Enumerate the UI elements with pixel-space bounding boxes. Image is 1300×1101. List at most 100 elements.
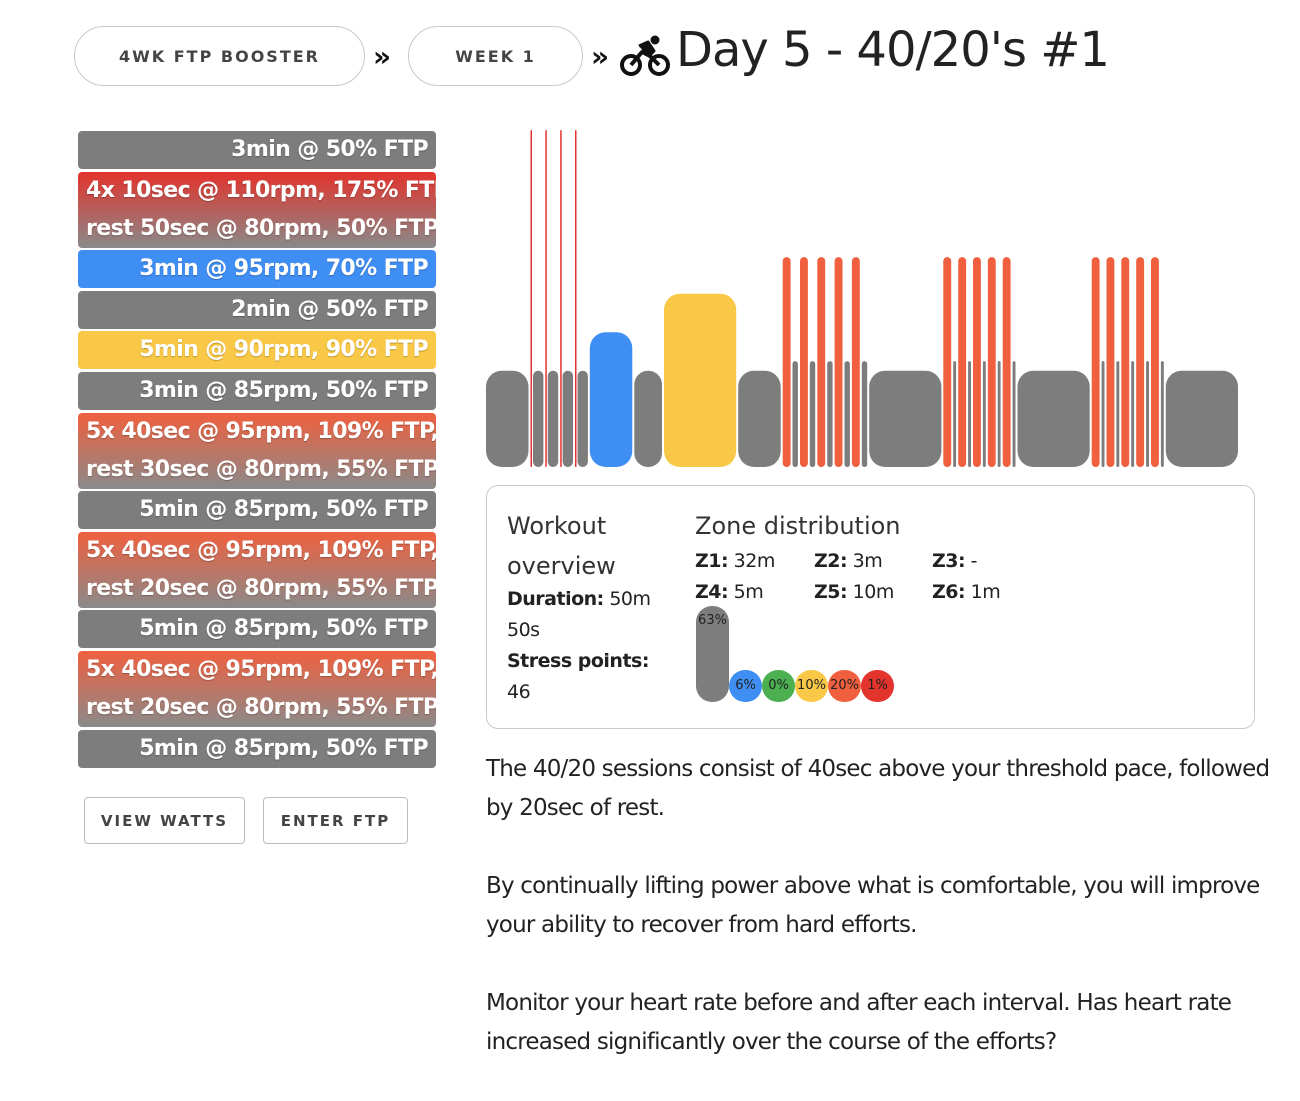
description-paragraph: The 40/20 sessions consist of 40sec abov…	[486, 756, 1270, 821]
workout-step: 5x 40sec @ 95rpm, 109% FTP, rest 20sec @ …	[78, 650, 436, 727]
interval-bar	[869, 370, 942, 467]
description-paragraph: Monitor your heart rate before and after…	[486, 990, 1232, 1055]
stress-points-label: Stress points:	[507, 650, 649, 672]
interval-bar	[1017, 370, 1090, 467]
interval-bar	[738, 370, 781, 467]
interval-bar	[973, 257, 981, 467]
page-title: Day 5 - 40/20's #1	[676, 22, 1110, 78]
zone-distribution-title: Zone distribution	[695, 512, 901, 540]
interval-bar	[817, 257, 826, 467]
interval-bar	[547, 370, 559, 467]
interval-bar	[827, 361, 833, 467]
breadcrumb-separator: »	[591, 40, 610, 73]
interval-bar	[1002, 257, 1011, 467]
workout-step: 5min @ 85rpm, 50% FTP	[78, 491, 436, 530]
workout-overview-card: Workout overview Duration: 50m 50s Stres…	[486, 485, 1255, 729]
interval-bar	[844, 361, 850, 467]
workout-step-text: rest 30sec @ 80rpm, 55% FTP	[86, 456, 436, 482]
bicycle-rider-icon	[620, 35, 670, 76]
interval-bar	[987, 257, 996, 467]
zone-time-2: Z2: 3m	[814, 550, 883, 572]
workout-step: 3min @ 50% FTP	[78, 131, 436, 169]
interval-bar	[560, 130, 562, 467]
zone-label: Z4:	[695, 581, 729, 603]
workout-step: 5min @ 90rpm, 90% FTP	[78, 331, 436, 370]
zone-value: 3m	[852, 550, 883, 572]
workout-step-text: 5min @ 90rpm, 90% FTP	[139, 337, 428, 363]
interval-bar	[1106, 257, 1115, 467]
interval-bar	[800, 257, 808, 467]
zone-value: -	[970, 550, 978, 572]
interval-bar	[486, 370, 529, 467]
workout-step-text: rest 20sec @ 80rpm, 55% FTP	[86, 575, 436, 601]
zone-percent-bar: 0%	[762, 670, 795, 702]
interval-bar	[943, 257, 952, 467]
interval-bar	[809, 361, 816, 467]
breadcrumb-separator: »	[373, 40, 392, 73]
workout-step-text: 5min @ 85rpm, 50% FTP	[139, 616, 428, 642]
interval-bar	[1151, 257, 1159, 467]
zone-label: Z1:	[695, 550, 729, 572]
zone-percent-bar: 63%	[696, 606, 729, 702]
interval-bar	[1131, 361, 1135, 467]
interval-bar	[982, 361, 986, 467]
interval-bar	[1116, 361, 1120, 467]
workout-description: The 40/20 sessions consist of 40sec abov…	[486, 750, 1276, 1101]
zone-label: Z5:	[814, 581, 848, 603]
zone-time-3: Z3: -	[932, 550, 978, 572]
interval-bar	[953, 361, 957, 467]
zone-label: Z3:	[932, 550, 966, 572]
stress-points-value: 46	[507, 681, 531, 703]
workout-step-text: 4x 10sec @ 110rpm, 175% FTP,	[86, 177, 436, 203]
workout-step-text: 3min @ 95rpm, 70% FTP	[139, 256, 428, 282]
zone-value: 32m	[733, 550, 776, 572]
interval-bar	[1091, 257, 1100, 467]
workout-steps-list: 3min @ 50% FTP 4x 10sec @ 110rpm, 175% FT…	[78, 131, 436, 770]
zone-percent-bar: 20%	[828, 670, 861, 702]
zone-percent-bar: 6%	[729, 670, 762, 702]
workout-step: 5min @ 85rpm, 50% FTP	[78, 610, 436, 649]
zone-time-1: Z1: 32m	[695, 550, 775, 572]
workout-profile-chart	[486, 130, 1238, 467]
workout-step-text: 5x 40sec @ 95rpm, 109% FTP,	[86, 656, 436, 682]
interval-bar	[792, 361, 798, 467]
zone-label: Z6:	[932, 581, 966, 603]
interval-bar	[589, 332, 633, 467]
view-watts-button[interactable]: VIEW WATTS	[84, 797, 245, 844]
interval-bar	[1136, 257, 1145, 467]
zone-label: Z2:	[814, 550, 848, 572]
interval-bar	[664, 293, 737, 467]
interval-bar	[1160, 361, 1164, 467]
breadcrumb-plan-button[interactable]: 4WK FTP BOOSTER	[74, 26, 365, 86]
workout-step-text: 2min @ 50% FTP	[231, 296, 428, 322]
workout-step: 3min @ 95rpm, 70% FTP	[78, 250, 436, 289]
duration-value: 50m 50s	[507, 588, 651, 641]
zone-value: 5m	[733, 581, 764, 603]
interval-bar	[997, 361, 1001, 467]
interval-bar	[1165, 370, 1238, 467]
interval-bar	[530, 130, 532, 467]
overview-title: Workout overview	[507, 512, 616, 580]
workout-step: 4x 10sec @ 110rpm, 175% FTP, rest 50sec @…	[78, 171, 436, 248]
interval-bar	[1012, 361, 1016, 467]
workout-step: 3min @ 85rpm, 50% FTP	[78, 371, 436, 410]
interval-bar	[851, 257, 860, 467]
interval-bar	[634, 370, 662, 467]
workout-step: 5x 40sec @ 95rpm, 109% FTP, rest 30sec @ …	[78, 412, 436, 489]
interval-bar	[533, 370, 544, 467]
workout-step-text: 3min @ 50% FTP	[231, 137, 428, 162]
zone-time-5: Z5: 10m	[814, 581, 894, 603]
interval-bar	[968, 361, 971, 467]
breadcrumb-week-button[interactable]: WEEK 1	[408, 26, 583, 86]
zone-value: 10m	[852, 581, 895, 603]
zone-time-6: Z6: 1m	[932, 581, 1001, 603]
duration-label: Duration:	[507, 588, 604, 610]
workout-step-text: rest 20sec @ 80rpm, 55% FTP	[86, 694, 436, 720]
interval-bar	[861, 361, 868, 467]
description-paragraph: By continually lifting power above what …	[486, 873, 1260, 938]
enter-ftp-button[interactable]: ENTER FTP	[263, 797, 408, 844]
workout-step-text: 3min @ 85rpm, 50% FTP	[139, 377, 428, 403]
interval-bar	[575, 130, 577, 467]
interval-bar	[1146, 361, 1149, 467]
workout-step: 5x 40sec @ 95rpm, 109% FTP, rest 20sec @ …	[78, 531, 436, 608]
